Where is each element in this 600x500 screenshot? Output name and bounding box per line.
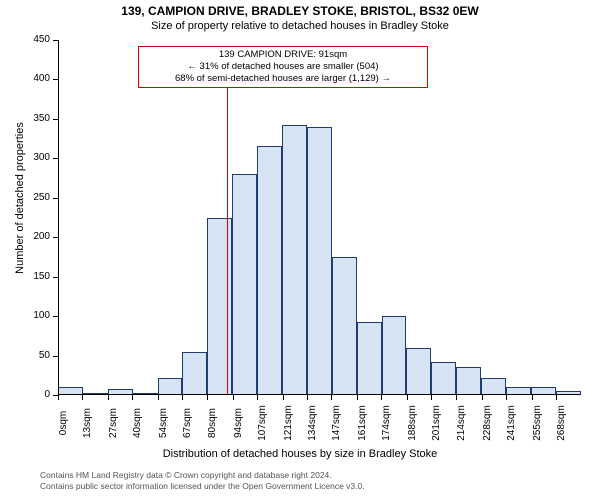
y-tick-label: 400: [18, 73, 50, 84]
y-tick-label: 450: [18, 34, 50, 45]
x-tick-mark: [257, 395, 258, 400]
y-tick-mark: [53, 237, 58, 238]
histogram-bar: [357, 322, 382, 395]
y-tick-label: 0: [18, 389, 50, 400]
x-axis-line: [58, 394, 580, 395]
y-tick-label: 100: [18, 310, 50, 321]
histogram-bar: [481, 378, 506, 395]
reference-vline: [227, 88, 228, 395]
y-tick-mark: [53, 316, 58, 317]
x-tick-label: 161sqm: [357, 403, 368, 443]
chart-container: 139, CAMPION DRIVE, BRADLEY STOKE, BRIST…: [0, 0, 600, 500]
x-tick-mark: [307, 395, 308, 400]
histogram-bar: [257, 146, 282, 395]
x-tick-label: 94sqm: [233, 403, 244, 443]
y-tick-label: 300: [18, 152, 50, 163]
y-tick-label: 350: [18, 113, 50, 124]
y-tick-mark: [53, 119, 58, 120]
y-tick-mark: [53, 158, 58, 159]
x-tick-mark: [431, 395, 432, 400]
x-tick-mark: [506, 395, 507, 400]
page-title: 139, CAMPION DRIVE, BRADLEY STOKE, BRIST…: [0, 4, 600, 18]
x-tick-mark: [132, 395, 133, 400]
annotation-line: ← 31% of detached houses are smaller (50…: [143, 61, 423, 73]
footer-line: Contains HM Land Registry data © Crown c…: [40, 470, 600, 481]
x-tick-label: 174sqm: [381, 403, 392, 443]
x-tick-label: 27sqm: [108, 403, 119, 443]
histogram-bar: [158, 378, 183, 395]
x-tick-label: 54sqm: [158, 403, 169, 443]
x-tick-label: 13sqm: [82, 403, 93, 443]
footer-line: Contains public sector information licen…: [40, 481, 600, 492]
x-tick-label: 80sqm: [207, 403, 218, 443]
x-tick-mark: [283, 395, 284, 400]
x-tick-mark: [233, 395, 234, 400]
y-tick-mark: [53, 40, 58, 41]
x-tick-mark: [158, 395, 159, 400]
x-tick-label: 188sqm: [407, 403, 418, 443]
x-tick-mark: [182, 395, 183, 400]
histogram-bar: [332, 257, 357, 395]
x-tick-label: 147sqm: [331, 403, 342, 443]
y-tick-mark: [53, 277, 58, 278]
x-tick-mark: [407, 395, 408, 400]
y-tick-label: 150: [18, 271, 50, 282]
annotation-line: 68% of semi-detached houses are larger (…: [143, 73, 423, 85]
x-tick-mark: [482, 395, 483, 400]
x-tick-mark: [82, 395, 83, 400]
histogram-bar: [431, 362, 456, 395]
y-tick-mark: [53, 198, 58, 199]
x-tick-label: 241sqm: [506, 403, 517, 443]
histogram-bar: [456, 367, 481, 395]
x-tick-mark: [556, 395, 557, 400]
x-tick-mark: [207, 395, 208, 400]
y-tick-mark: [53, 356, 58, 357]
x-tick-label: 67sqm: [182, 403, 193, 443]
x-tick-label: 40sqm: [132, 403, 143, 443]
x-tick-mark: [108, 395, 109, 400]
x-tick-mark: [532, 395, 533, 400]
plot-area: 139 CAMPION DRIVE: 91sqm ← 31% of detach…: [58, 40, 580, 395]
x-tick-label: 255sqm: [532, 403, 543, 443]
x-tick-label: 268sqm: [556, 403, 567, 443]
x-tick-mark: [381, 395, 382, 400]
y-tick-label: 250: [18, 192, 50, 203]
annotation-box: 139 CAMPION DRIVE: 91sqm ← 31% of detach…: [138, 46, 428, 88]
x-tick-label: 214sqm: [456, 403, 467, 443]
x-tick-label: 0sqm: [58, 403, 69, 443]
y-tick-label: 50: [18, 350, 50, 361]
histogram-bar: [182, 352, 207, 395]
histogram-bar: [382, 316, 407, 395]
x-tick-label: 107sqm: [257, 403, 268, 443]
x-tick-label: 201sqm: [431, 403, 442, 443]
annotation-line: 139 CAMPION DRIVE: 91sqm: [143, 49, 423, 61]
histogram-bar: [406, 348, 431, 395]
x-tick-mark: [456, 395, 457, 400]
y-tick-mark: [53, 79, 58, 80]
x-tick-mark: [357, 395, 358, 400]
footer: Contains HM Land Registry data © Crown c…: [40, 470, 600, 492]
x-axis-caption: Distribution of detached houses by size …: [0, 448, 600, 460]
x-tick-label: 228sqm: [482, 403, 493, 443]
x-tick-label: 121sqm: [283, 403, 294, 443]
x-tick-mark: [331, 395, 332, 400]
histogram-bar: [307, 127, 332, 395]
page-subtitle: Size of property relative to detached ho…: [0, 20, 600, 32]
y-tick-label: 200: [18, 231, 50, 242]
y-axis-line: [58, 40, 59, 395]
histogram-bar: [207, 218, 232, 396]
x-tick-mark: [58, 395, 59, 400]
histogram-bar: [282, 125, 307, 395]
histogram-bar: [232, 174, 257, 395]
x-tick-label: 134sqm: [307, 403, 318, 443]
